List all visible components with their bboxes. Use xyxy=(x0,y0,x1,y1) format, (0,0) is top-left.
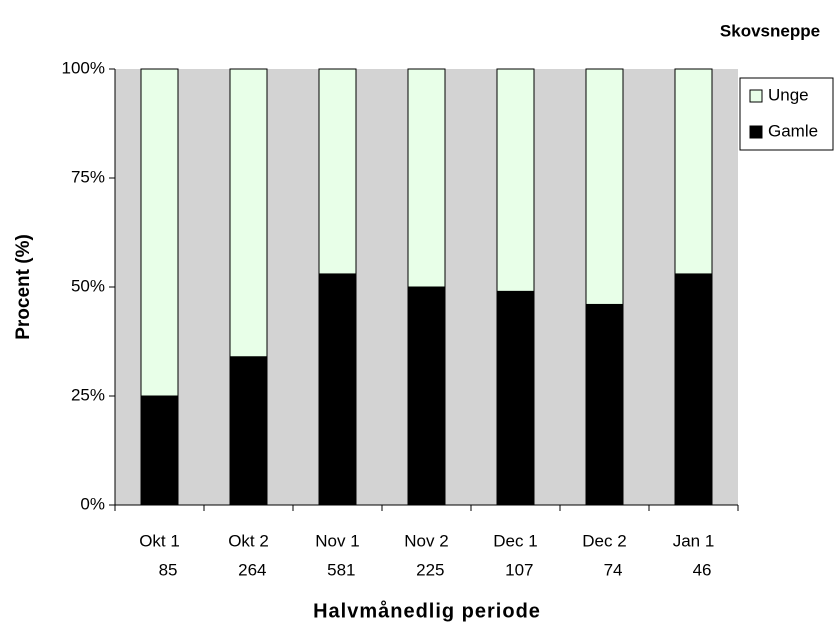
y-tick-label: 50% xyxy=(71,276,105,295)
bar-segment xyxy=(140,395,179,506)
y-axis-title: Procent (%) xyxy=(13,234,34,340)
category-count: 264 xyxy=(238,560,266,579)
bar-segment xyxy=(496,68,535,292)
bar-segment xyxy=(140,68,179,397)
x-axis-title: Halvmånedlig periode xyxy=(313,599,541,622)
category-count: 107 xyxy=(505,560,533,579)
legend-label: Unge xyxy=(768,85,809,104)
category-count: 225 xyxy=(416,560,444,579)
category-count: 581 xyxy=(327,560,355,579)
bar-segment xyxy=(318,273,357,506)
y-tick-label: 25% xyxy=(71,385,105,404)
bar-segment xyxy=(674,273,713,506)
chart-title: Skovsneppe xyxy=(720,21,820,40)
x-tick-label: Dec 2 xyxy=(582,531,626,550)
legend-swatch xyxy=(749,89,763,103)
legend-swatch xyxy=(749,125,763,139)
bar-segment xyxy=(318,68,357,275)
bar-segment xyxy=(229,68,268,358)
y-tick-label: 0% xyxy=(80,494,105,513)
bar-segment xyxy=(585,303,624,506)
category-count: 85 xyxy=(159,560,178,579)
bar-segment xyxy=(407,286,446,506)
legend-label: Gamle xyxy=(768,121,818,140)
y-tick-label: 75% xyxy=(71,167,105,186)
bar-segment xyxy=(585,68,624,305)
x-tick-label: Nov 1 xyxy=(315,531,359,550)
bar-segment xyxy=(229,356,268,506)
category-count: 46 xyxy=(693,560,712,579)
x-tick-label: Dec 1 xyxy=(493,531,537,550)
bar-segment xyxy=(496,290,535,506)
y-tick-label: 100% xyxy=(62,58,105,77)
x-tick-label: Okt 1 xyxy=(139,531,180,550)
x-tick-label: Nov 2 xyxy=(404,531,448,550)
x-tick-label: Okt 2 xyxy=(228,531,269,550)
x-tick-label: Jan 1 xyxy=(673,531,715,550)
bar-segment xyxy=(674,68,713,275)
category-count: 74 xyxy=(604,560,623,579)
bar-segment xyxy=(407,68,446,288)
